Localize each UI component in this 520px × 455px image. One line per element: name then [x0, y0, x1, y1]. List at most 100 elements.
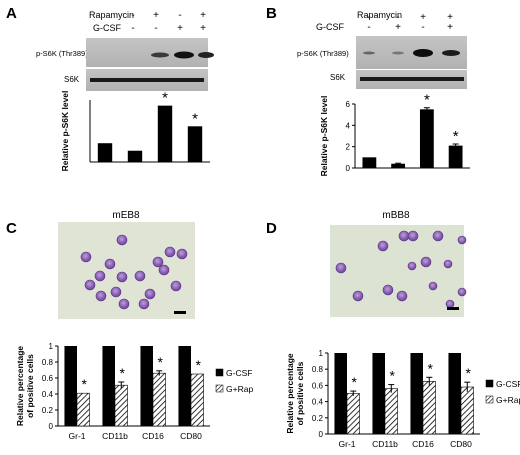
gcsf-label-b: G-CSF: [316, 22, 345, 32]
rapamycin-sign-b-3: -: [421, 22, 424, 33]
micrograph-d: [330, 225, 464, 317]
bar-series-1: [410, 353, 423, 434]
y-tick-label: 2: [346, 143, 351, 152]
y-tick-label: 0.2: [312, 414, 324, 423]
rapamycin-label-b: Rapamycin: [357, 10, 402, 20]
cell: [84, 279, 96, 291]
bar-chart-d: 0 0.2 0.4 0.6 0.8 1 * Gr-1 * CD11b * CD16 * CD80 Relat…: [285, 349, 520, 449]
bar-series-2: [152, 372, 166, 427]
y-tick-label: 6: [346, 100, 351, 109]
significance-star: *: [158, 354, 164, 370]
cell: [377, 240, 389, 252]
panel-c: C mEB8 0 0.2 0.4 0.6 0.8 1 * Gr-1 * CD11b * CD16 * CD…: [6, 210, 253, 441]
x-tick-label: CD11b: [372, 439, 398, 449]
scale-bar-d: [447, 307, 459, 310]
y-axis-label: Relative percentageof positive cells: [285, 353, 305, 434]
rapamycin-sign-b-2: +: [395, 22, 401, 33]
y-tick-label: 1: [49, 342, 54, 351]
gcsf-sign-b-1: -: [367, 12, 370, 23]
scale-bar-c: [174, 311, 186, 314]
cell: [335, 262, 347, 274]
y-tick-label: 0.2: [42, 406, 54, 415]
cell: [352, 290, 364, 302]
y-tick-label: 4: [346, 121, 351, 130]
significance-star: *: [352, 374, 358, 390]
blot-band: [363, 51, 375, 55]
bar: [157, 105, 173, 162]
bar: [97, 143, 113, 162]
blot-label-S6K-b: S6K: [330, 73, 346, 82]
bar-chart-a: * * Relative p-S6K level: [60, 90, 210, 172]
bar-series-2: [190, 373, 204, 427]
legend-swatch: [485, 379, 494, 388]
cell: [94, 270, 106, 282]
significance-star: *: [428, 360, 434, 376]
bar-chart-b: 0 2 4 6 * * Relative p-S6K level: [319, 92, 470, 177]
rapamycin-sign-b-1: -: [367, 22, 370, 33]
panel-a: A Rapamycin G-CSF - + - + - - + + p-S6K …: [6, 5, 214, 171]
bar: [391, 163, 406, 168]
cell: [110, 286, 122, 298]
y-tick-label: 0.4: [312, 398, 324, 407]
panel-b: B Rapamycin G-CSF - + - + - - + + p-S6K …: [266, 5, 470, 176]
legend-swatch: [485, 395, 494, 404]
bar-series-1: [334, 353, 347, 434]
cell: [407, 230, 419, 242]
cell: [420, 256, 432, 268]
gcsf-sign-a-1: -: [131, 23, 134, 34]
panel-letter-b: B: [266, 5, 277, 22]
bar-series-1: [140, 346, 153, 426]
legend-label: G-CSF: [226, 368, 252, 378]
x-tick-label: CD80: [450, 439, 472, 449]
cell: [144, 288, 156, 300]
gcsf-sign-b-4: +: [447, 12, 453, 23]
bar-series-2: [422, 381, 436, 435]
blot-label-pS6K-a: p-S6K (Thr389): [36, 49, 88, 58]
legend-label: G+Rap: [496, 395, 520, 405]
micrograph-title-d: mBB8: [382, 210, 410, 221]
cell: [158, 264, 170, 276]
cell: [443, 259, 453, 269]
gcsf-sign-b-3: +: [420, 12, 426, 23]
cell: [445, 299, 455, 309]
cell: [80, 251, 92, 263]
cell: [457, 235, 467, 245]
cell: [428, 281, 438, 291]
cell: [170, 280, 182, 292]
blot-band: [174, 51, 194, 59]
bar-series-1: [102, 346, 115, 426]
gcsf-sign-a-2: -: [154, 23, 157, 34]
cell: [118, 298, 130, 310]
cell: [116, 271, 128, 283]
blot-band: [413, 49, 433, 57]
rapamycin-sign-b-4: +: [447, 22, 453, 33]
blot-label-pS6K-b: p-S6K (Thr389): [297, 49, 349, 58]
y-tick-label: 0: [49, 422, 54, 431]
legend-label: G-CSF: [496, 379, 520, 389]
bar-series-2: [76, 392, 90, 427]
panel-d: D mBB8 0 0.2 0.4 0.6 0.8 1 * Gr-1 * CD11b * CD16 * CD…: [266, 210, 520, 449]
cell: [116, 234, 128, 246]
blot-band: [360, 77, 464, 81]
blot-band: [442, 50, 460, 56]
significance-star: *: [424, 92, 430, 109]
bar-series-1: [64, 346, 77, 426]
y-tick-label: 0: [346, 164, 351, 173]
rapamycin-sign-a-2: +: [153, 10, 159, 21]
x-tick-label: CD11b: [102, 431, 128, 441]
x-tick-label: CD16: [142, 431, 164, 441]
y-axis-label: Relative p-S6K level: [319, 96, 329, 177]
significance-star: *: [192, 110, 198, 127]
legend-label: G+Rap: [226, 384, 253, 394]
bar-series-1: [372, 353, 385, 434]
panel-letter-d: D: [266, 220, 277, 237]
x-tick-label: CD80: [180, 431, 202, 441]
bar-series-2: [114, 384, 128, 427]
bar: [127, 150, 143, 162]
gcsf-sign-b-2: -: [396, 12, 399, 23]
y-tick-label: 0.4: [42, 390, 54, 399]
y-axis-label: Relative p-S6K level: [60, 91, 70, 172]
x-tick-label: Gr-1: [339, 439, 356, 449]
bar-series-2: [460, 386, 474, 435]
